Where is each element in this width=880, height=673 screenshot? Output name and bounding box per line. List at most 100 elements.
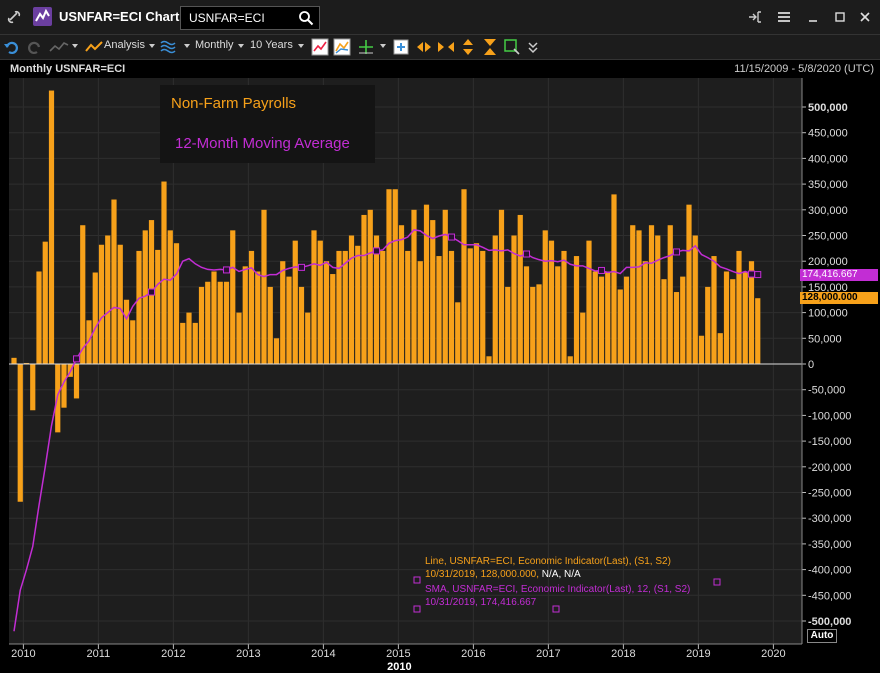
tooltip-line-na: N/A, N/A [541, 569, 581, 580]
sma-marker [298, 263, 305, 271]
nfp-bar [61, 364, 67, 408]
link-icon[interactable] [6, 9, 22, 25]
menu-icon[interactable] [776, 9, 792, 25]
sma-marker [598, 266, 605, 274]
tooltip-sma-value: 10/31/2019, 174,416.667 [425, 597, 537, 608]
sma-marker [673, 248, 680, 256]
nfp-bar [117, 244, 123, 364]
more-tools-icon[interactable] [526, 38, 540, 56]
crosshair-dropdown[interactable] [380, 44, 386, 48]
tooltip-handle-tl[interactable] [413, 576, 421, 584]
analysis-dropdown[interactable] [149, 44, 155, 48]
nfp-bar [211, 271, 217, 364]
share-icon[interactable] [747, 9, 763, 25]
wave-icon[interactable] [159, 38, 177, 56]
nfp-bar [217, 281, 223, 364]
range-dropdown[interactable] [298, 44, 304, 48]
nfp-bar [342, 250, 348, 364]
nfp-bar [36, 271, 42, 364]
nfp-bar [473, 243, 480, 364]
search-icon[interactable] [298, 10, 314, 26]
nfp-bar [505, 286, 511, 364]
y-tick-label: -250,000 [808, 488, 851, 500]
nfp-bar [623, 276, 630, 364]
y-tick-label: 300,000 [808, 205, 848, 217]
y-axis: 500,000 450,000 400,000 350,000 300,000 250,0… [801, 78, 851, 644]
y-tick-label: 50,000 [808, 333, 842, 345]
undo-icon[interactable] [3, 38, 21, 56]
expand-horizontal-icon[interactable] [437, 38, 455, 56]
nfp-bar [317, 240, 323, 364]
close-icon[interactable] [857, 9, 873, 25]
nfp-bar [573, 256, 580, 364]
nfp-bar [592, 271, 598, 364]
x-tick-label: 2019 [686, 648, 710, 660]
nfp-last-value-tag: 128,000.000 [800, 292, 878, 305]
tooltip-line-series: Line, USNFAR=ECI, Economic Indicator(Las… [425, 556, 671, 567]
y-tick-label: -500,000 [808, 616, 851, 628]
y-tick-label: -300,000 [808, 513, 851, 525]
nfp-bar [673, 292, 680, 364]
tooltip-handle-bl[interactable] [413, 605, 421, 613]
y-tick-label: -350,000 [808, 539, 851, 551]
nfp-bar [311, 230, 317, 364]
analysis-icon[interactable] [84, 38, 104, 56]
nfp-bar [242, 266, 248, 364]
y-tick-label: -400,000 [808, 565, 851, 577]
redo-icon[interactable] [25, 38, 43, 56]
wave-dropdown[interactable] [184, 44, 190, 48]
nfp-bar [230, 230, 236, 364]
crosshair-icon[interactable] [356, 38, 376, 56]
minimize-icon[interactable] [805, 9, 821, 25]
nfp-chart[interactable]: 500,000 450,000 400,000 350,000 300,000 250,0… [0, 78, 880, 673]
interval-selector[interactable]: Monthly [195, 39, 234, 51]
scroll-vertical-icon[interactable] [459, 38, 477, 56]
chart-type-icon[interactable] [311, 38, 329, 56]
sma-marker [73, 355, 80, 363]
nfp-bar [461, 189, 467, 364]
nfp-bar [655, 235, 661, 364]
title-bar: USNFAR=ECI Chart USNFAR=ECI [0, 0, 880, 35]
nfp-bar [186, 312, 192, 364]
nfp-bar [423, 204, 430, 364]
analysis-menu[interactable]: Analysis [104, 39, 145, 51]
nfp-bar [586, 240, 592, 364]
sma-marker [448, 233, 455, 241]
nfp-bar [367, 209, 373, 364]
nfp-bar [536, 284, 542, 364]
nfp-bar [530, 286, 536, 364]
instrument-search-input[interactable]: USNFAR=ECI [180, 6, 320, 30]
nfp-bar [223, 281, 230, 364]
nfp-bar [636, 230, 642, 364]
nfp-bar [348, 235, 355, 364]
nfp-bar [661, 279, 667, 364]
nfp-bar [730, 279, 736, 364]
y-tick-label: -150,000 [808, 436, 851, 448]
nfp-bar [142, 230, 148, 364]
nfp-bar [11, 357, 17, 364]
tooltip-handle-br[interactable] [552, 605, 560, 613]
line-style-dropdown[interactable] [72, 44, 78, 48]
auto-scale-button[interactable]: Auto [807, 629, 837, 643]
nfp-bar [398, 225, 405, 364]
nfp-bar [73, 364, 80, 399]
line-style-icon[interactable] [48, 38, 70, 56]
nfp-bar [136, 250, 142, 364]
nfp-bar [561, 250, 567, 364]
tooltip-handle-tr[interactable] [713, 578, 721, 586]
legend-panel [160, 85, 375, 163]
legend-nfp: Non-Farm Payrolls [171, 95, 297, 112]
scroll-arrows-icon[interactable] [415, 38, 433, 56]
nfp-bar [430, 220, 436, 364]
maximize-icon[interactable] [832, 9, 848, 25]
compare-icon[interactable] [333, 38, 351, 56]
interval-dropdown[interactable] [238, 44, 244, 48]
x-tick-label: 2017 [536, 648, 560, 660]
expand-vertical-icon[interactable] [481, 38, 499, 56]
zoom-box-icon[interactable] [503, 38, 521, 56]
nfp-bar [123, 299, 130, 364]
range-selector[interactable]: 10 Years [250, 39, 293, 51]
nfp-bar [280, 261, 286, 364]
chart-app-icon [33, 7, 52, 26]
add-study-icon[interactable] [392, 38, 410, 56]
